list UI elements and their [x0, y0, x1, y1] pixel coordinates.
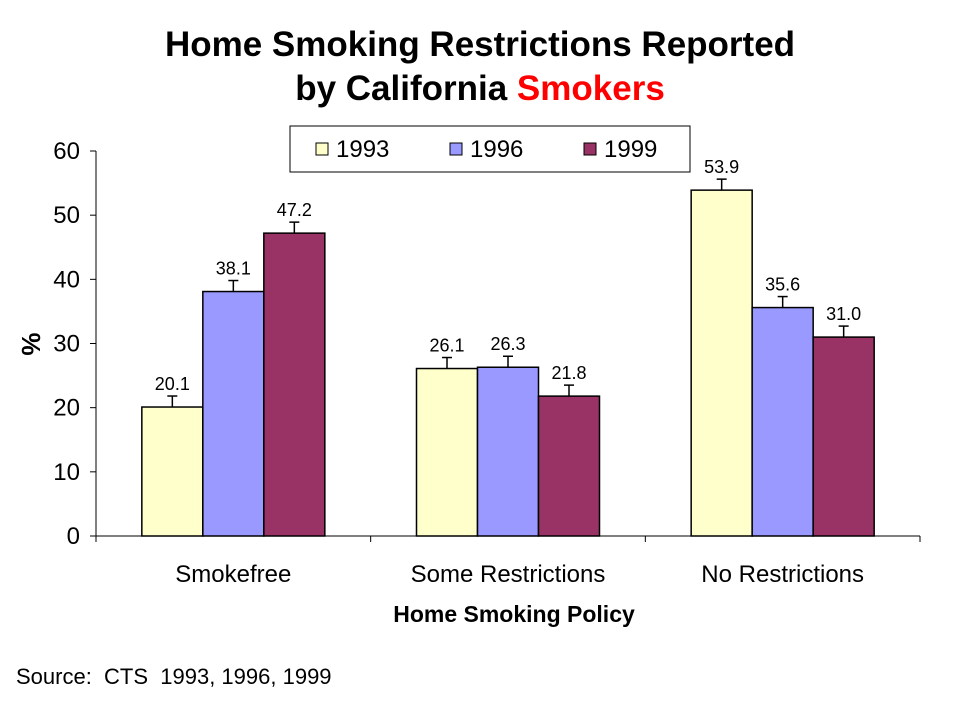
chart-title-line-1: Home Smoking Restrictions Reported [164, 25, 796, 64]
data-label: 31.0 [826, 304, 861, 324]
legend-swatch-1999 [583, 142, 597, 156]
data-label: 38.1 [216, 259, 251, 279]
x-axis-title: Home Smoking Policy [393, 601, 635, 627]
data-label: 53.9 [704, 157, 739, 177]
data-label: 35.6 [765, 275, 800, 295]
data-label: 47.2 [277, 200, 312, 220]
chart-title-highlight: Smokers [516, 69, 665, 108]
bar-1993 [415, 367, 479, 537]
legend-label-1999: 1999 [604, 136, 657, 163]
x-category-label: Smokefree [175, 561, 291, 588]
y-tick-label: 60 [53, 138, 80, 165]
legend-label-1993: 1993 [336, 136, 389, 163]
data-label: 26.1 [429, 336, 464, 356]
bar-1999 [812, 336, 875, 537]
y-tick-label: 40 [53, 266, 80, 293]
legend-swatch-1996 [449, 142, 463, 156]
bar-1993 [141, 406, 204, 537]
legend-box [289, 125, 691, 173]
data-label: 26.3 [490, 334, 525, 354]
x-category-label: No Restrictions [701, 561, 864, 588]
legend-swatch-1993 [315, 142, 329, 156]
bar-1996 [751, 306, 814, 537]
legend-label-1996: 1996 [470, 136, 523, 163]
y-tick-label: 30 [53, 331, 80, 358]
y-axis-label: % [16, 332, 46, 355]
bar-1996 [202, 290, 265, 537]
y-tick-label: 50 [53, 202, 80, 229]
chart-title-line-2: by California Smokers [0, 68, 960, 110]
x-category-label: Some Restrictions [411, 561, 606, 588]
bar-1999 [263, 232, 326, 537]
data-label: 21.8 [551, 363, 586, 383]
y-tick-label: 10 [53, 459, 80, 486]
data-label: 20.1 [155, 374, 190, 394]
chart-title-prefix: by California [295, 69, 517, 108]
source-note: Source: CTS 1993, 1996, 1999 [16, 664, 332, 689]
bar-1996 [476, 366, 540, 537]
y-tick-label: 20 [53, 395, 80, 422]
bar-1999 [537, 395, 601, 537]
y-tick-label: 0 [67, 523, 80, 550]
bar-1993 [690, 189, 753, 537]
